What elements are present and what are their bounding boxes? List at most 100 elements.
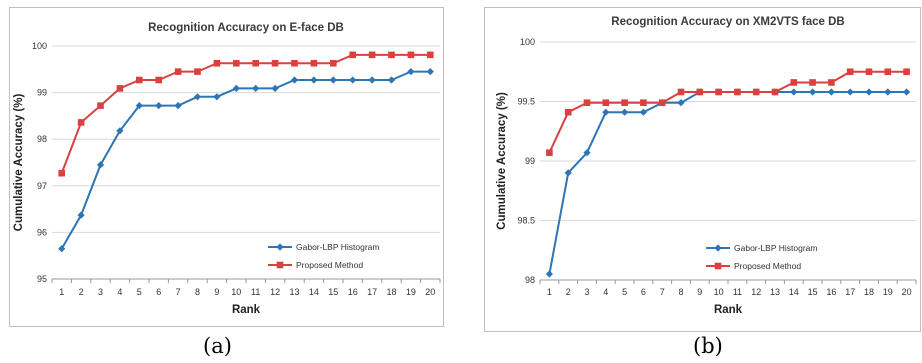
data-point-square bbox=[696, 88, 704, 96]
data-point-diamond bbox=[174, 102, 182, 110]
y-tick-label: 98 bbox=[37, 134, 47, 144]
x-tick-label: 7 bbox=[176, 287, 181, 297]
data-point-diamond bbox=[884, 88, 892, 96]
data-point-square bbox=[677, 88, 685, 96]
y-tick-label: 96 bbox=[37, 227, 47, 237]
data-point-diamond bbox=[639, 108, 647, 116]
x-tick-label: 19 bbox=[883, 287, 893, 297]
y-tick-label: 95 bbox=[37, 274, 47, 284]
data-point-square bbox=[564, 108, 572, 116]
data-point-square bbox=[271, 59, 279, 67]
data-point-diamond bbox=[621, 108, 629, 116]
data-point-diamond bbox=[545, 270, 553, 278]
data-point-diamond bbox=[329, 76, 337, 84]
x-tick-label: 19 bbox=[406, 287, 416, 297]
data-point-square bbox=[388, 51, 395, 59]
data-point-square bbox=[903, 68, 910, 76]
data-point-diamond bbox=[96, 161, 105, 169]
data-point-square bbox=[310, 59, 318, 67]
data-point-diamond bbox=[213, 93, 221, 101]
x-tick-label: 10 bbox=[714, 287, 724, 297]
data-point-diamond bbox=[116, 127, 124, 135]
data-point-square bbox=[602, 99, 610, 106]
x-tick-label: 17 bbox=[367, 287, 377, 297]
chart-b-svg: Recognition Accuracy on XM2VTS face DB 9 8… bbox=[496, 16, 917, 316]
data-point-square bbox=[252, 59, 259, 67]
x-tick-label: 8 bbox=[678, 287, 683, 297]
x-tick-label: 3 bbox=[98, 287, 103, 297]
x-tick-label: 2 bbox=[79, 287, 84, 297]
data-point-square bbox=[174, 68, 182, 75]
data-point-diamond bbox=[252, 84, 260, 93]
y-tick-label: 100 bbox=[520, 37, 535, 47]
data-point-diamond bbox=[827, 88, 835, 96]
data-point-diamond bbox=[564, 169, 572, 177]
data-point-square bbox=[771, 88, 779, 96]
x-tick-label: 18 bbox=[864, 287, 874, 297]
data-point-square bbox=[233, 59, 240, 67]
x-tick-label: 2 bbox=[566, 287, 571, 297]
x-tick-label: 12 bbox=[270, 287, 280, 297]
x-axis-title: Rank bbox=[714, 304, 743, 316]
data-point-square bbox=[368, 51, 376, 59]
series-line-1 bbox=[548, 90, 907, 275]
data-point-square bbox=[621, 99, 628, 106]
data-point-diamond bbox=[790, 88, 798, 96]
data-point-square bbox=[546, 149, 553, 156]
x-tick-label: 17 bbox=[845, 287, 855, 297]
x-tick-label: 14 bbox=[789, 287, 799, 297]
x-tick-label: 12 bbox=[751, 287, 761, 297]
series-line-2 bbox=[60, 53, 431, 174]
legend-marker-diamond bbox=[276, 243, 284, 251]
data-point-diamond bbox=[407, 68, 415, 76]
legend-marker-diamond bbox=[714, 244, 722, 252]
data-point-diamond bbox=[368, 76, 376, 84]
data-point-square bbox=[116, 85, 124, 92]
data-point-diamond bbox=[155, 102, 163, 110]
x-tick-label: 6 bbox=[156, 287, 161, 297]
data-point-square bbox=[136, 76, 143, 84]
x-tick-label: 16 bbox=[348, 287, 358, 297]
data-point-square bbox=[407, 51, 415, 59]
data-point-square bbox=[846, 68, 854, 76]
x-tick-label: 15 bbox=[808, 287, 818, 297]
data-point-square bbox=[583, 99, 591, 106]
data-point-diamond bbox=[677, 99, 685, 107]
data-point-square bbox=[330, 59, 337, 67]
chart-title: Recognition Accuracy on E-face DB bbox=[148, 22, 344, 34]
data-point-diamond bbox=[193, 93, 202, 101]
data-point-diamond bbox=[387, 76, 396, 84]
data-point-diamond bbox=[271, 84, 279, 93]
data-point-square bbox=[828, 79, 835, 86]
chart-panel-a: Recognition Accuracy on E-face DB 95 96 97 9… bbox=[9, 7, 444, 327]
chart-title: Recognition Accuracy on XM2VTS face DB bbox=[611, 16, 844, 28]
x-tick-label: 9 bbox=[697, 287, 702, 297]
data-point-diamond bbox=[809, 88, 817, 96]
x-tick-label: 13 bbox=[289, 287, 299, 297]
x-tick-label: 9 bbox=[214, 287, 219, 297]
data-point-square bbox=[809, 79, 816, 86]
data-point-square bbox=[213, 59, 221, 67]
series-line-1 bbox=[60, 70, 431, 250]
data-point-diamond bbox=[846, 88, 854, 96]
y-tick-label: 99 bbox=[37, 88, 47, 98]
x-tick-label: 14 bbox=[309, 287, 319, 297]
data-point-square bbox=[658, 99, 666, 106]
x-tick-label: 10 bbox=[231, 287, 241, 297]
legend-marker-square bbox=[714, 262, 722, 270]
data-point-square bbox=[884, 68, 892, 76]
chart-a-svg: Recognition Accuracy on E-face DB9596979… bbox=[13, 22, 441, 316]
data-point-square bbox=[427, 51, 434, 59]
x-axis-title: Rank bbox=[232, 304, 261, 316]
x-tick-label: 20 bbox=[902, 287, 912, 297]
data-point-square bbox=[752, 88, 760, 96]
x-tick-label: 4 bbox=[603, 287, 608, 297]
data-point-diamond bbox=[232, 84, 240, 93]
data-point-square bbox=[734, 88, 741, 96]
x-tick-label: 7 bbox=[660, 287, 665, 297]
legend-label: Gabor-LBP Histogram bbox=[296, 242, 379, 252]
y-tick-label: 99 bbox=[525, 156, 535, 166]
x-tick-label: 4 bbox=[117, 287, 122, 297]
data-point-diamond bbox=[903, 88, 911, 96]
x-tick-label: 13 bbox=[770, 287, 780, 297]
